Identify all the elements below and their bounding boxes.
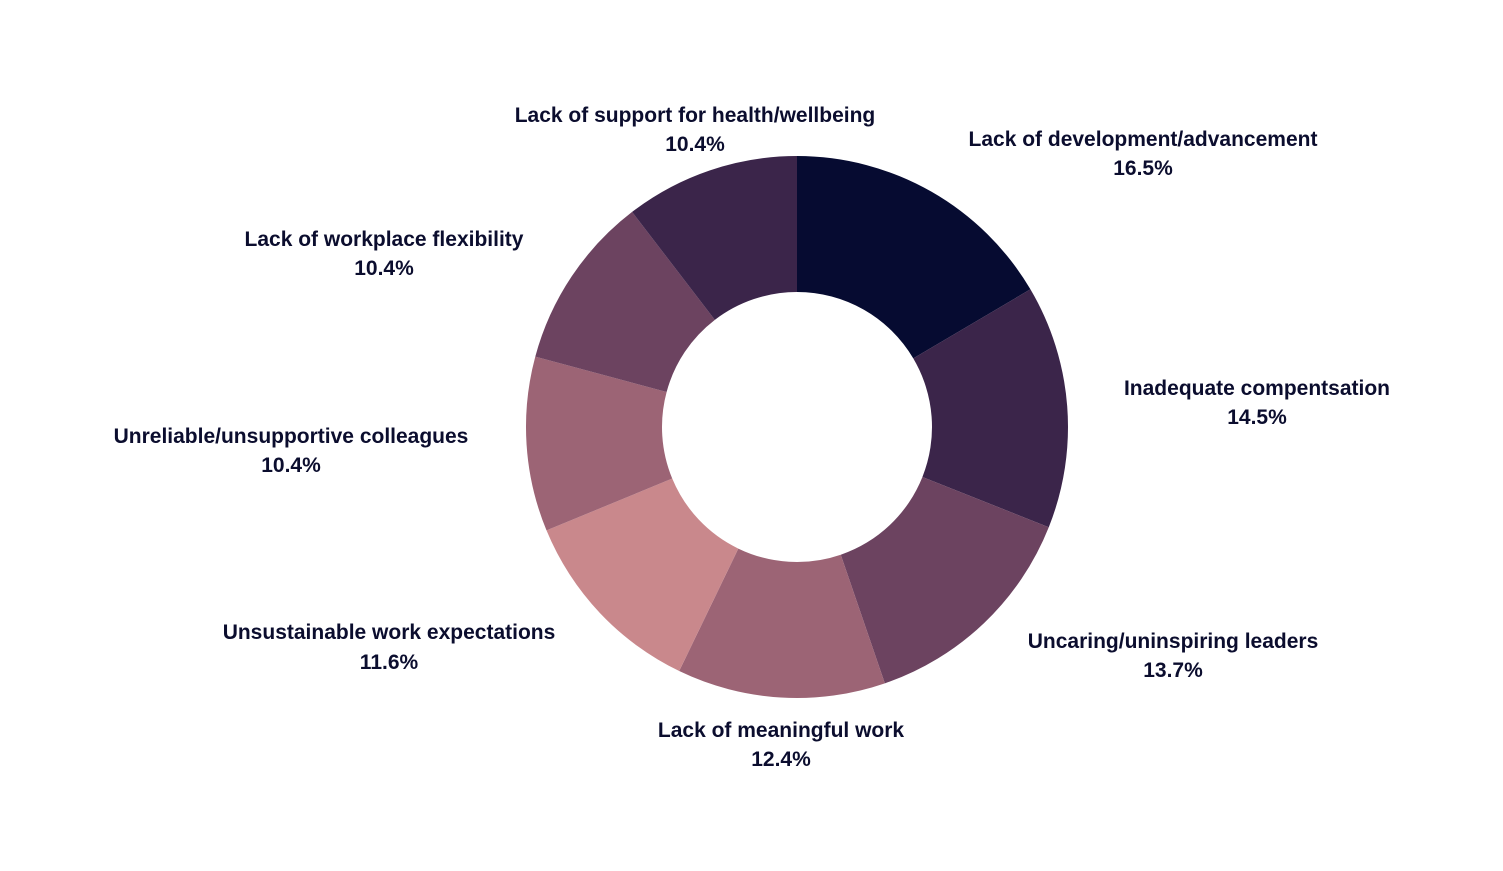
slices — [526, 156, 1068, 698]
slice-label-value-0: 16.5% — [1113, 157, 1173, 180]
slice-label-value-1: 14.5% — [1227, 406, 1287, 429]
slice-label-name-7: Lack of support for health/wellbeing — [515, 104, 876, 127]
slice-label-name-6: Lack of workplace flexibility — [245, 228, 524, 251]
donut-slice-3 — [679, 548, 885, 698]
donut-slice-5 — [526, 356, 673, 531]
donut-slice-1 — [913, 289, 1068, 528]
donut-slice-7 — [632, 156, 797, 320]
slice-label-name-3: Lack of meaningful work — [658, 719, 905, 742]
slice-label-value-3: 12.4% — [751, 748, 811, 771]
slice-label-5: Unreliable/unsupportive colleagues 10.4% — [114, 425, 469, 477]
donut-slice-4 — [546, 478, 739, 672]
slice-label-1: Inadequate compentsation 14.5% — [1124, 377, 1390, 429]
slice-label-7: Lack of support for health/wellbeing 10.… — [515, 104, 876, 156]
slice-label-value-2: 13.7% — [1143, 659, 1203, 682]
slice-label-name-4: Unsustainable work expectations — [223, 621, 556, 644]
slice-label-name-2: Uncaring/uninspiring leaders — [1028, 630, 1319, 653]
slice-label-4: Unsustainable work expectations 11.6% — [223, 621, 556, 674]
slice-label-name-0: Lack of development/advancement — [969, 128, 1318, 151]
donut-slice-6 — [535, 211, 715, 392]
donut-slice-2 — [840, 476, 1049, 684]
slice-label-value-5: 10.4% — [261, 454, 321, 477]
slice-label-value-6: 10.4% — [354, 257, 414, 280]
slice-label-3: Lack of meaningful work 12.4% — [658, 719, 905, 771]
slice-label-6: Lack of workplace flexibility 10.4% — [245, 228, 524, 280]
donut-slice-0 — [797, 156, 1031, 359]
slice-label-name-1: Inadequate compentsation — [1124, 377, 1390, 400]
slice-label-value-7: 10.4% — [665, 133, 725, 156]
slice-label-name-5: Unreliable/unsupportive colleagues — [114, 425, 469, 448]
slice-label-2: Uncaring/uninspiring leaders 13.7% — [1028, 630, 1319, 682]
slice-label-0: Lack of development/advancement 16.5% — [969, 128, 1318, 180]
slice-label-value-4: 11.6% — [360, 651, 419, 674]
